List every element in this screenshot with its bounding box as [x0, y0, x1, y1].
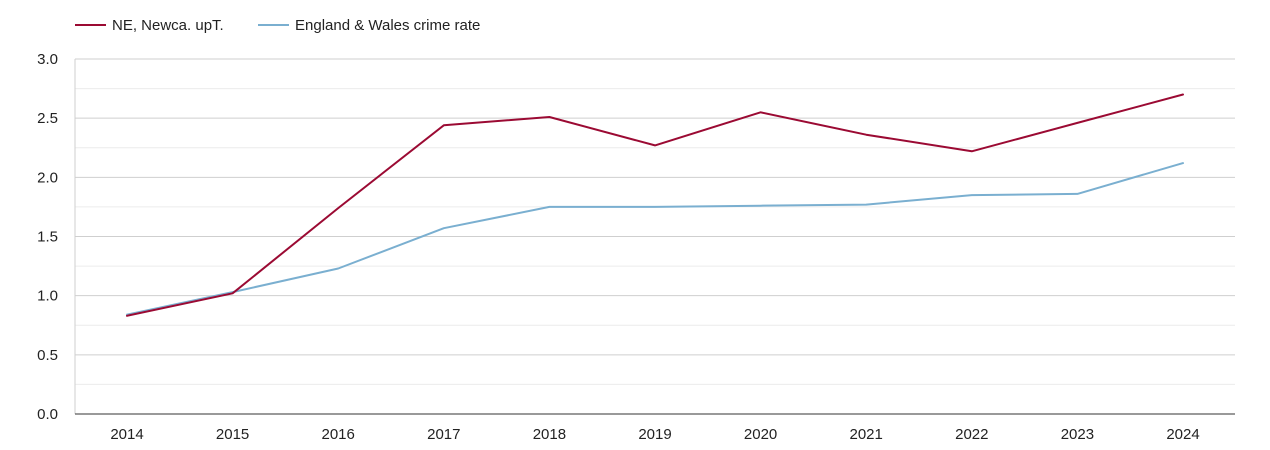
x-tick-label: 2024 [1166, 426, 1199, 443]
y-tick-label: 0.0 [37, 406, 58, 423]
y-tick-label: 1.0 [37, 288, 58, 305]
legend: NE, Newca. upT. England & Wales crime rat… [75, 17, 480, 34]
series-line-0 [126, 93, 1184, 317]
x-tick-label: 2014 [110, 426, 143, 443]
series-lines [126, 93, 1184, 317]
x-tick-label: 2019 [638, 426, 671, 443]
axes: 0.0 0.5 1.0 1.5 2.0 2.5 3.0 2014 2015 2016 2017 201… [37, 51, 1235, 443]
x-tick-label: 2020 [744, 426, 777, 443]
x-tick-label: 2015 [216, 426, 249, 443]
legend-label: NE, Newca. upT. [112, 17, 224, 34]
y-tick-label: 2.5 [37, 110, 58, 127]
x-tick-label: 2018 [533, 426, 566, 443]
x-tick-label: 2016 [322, 426, 355, 443]
y-tick-label: 1.5 [37, 229, 58, 246]
grid-lines [75, 58, 1235, 385]
y-tick-label: 2.0 [37, 169, 58, 186]
x-tick-label: 2022 [955, 426, 988, 443]
x-tick-label: 2017 [427, 426, 460, 443]
series-line-1 [126, 162, 1184, 316]
y-tick-label: 3.0 [37, 51, 58, 68]
y-tick-label: 0.5 [37, 347, 58, 364]
x-tick-label: 2023 [1061, 426, 1094, 443]
legend-label: England & Wales crime rate [295, 17, 480, 34]
x-tick-label: 2021 [850, 426, 883, 443]
